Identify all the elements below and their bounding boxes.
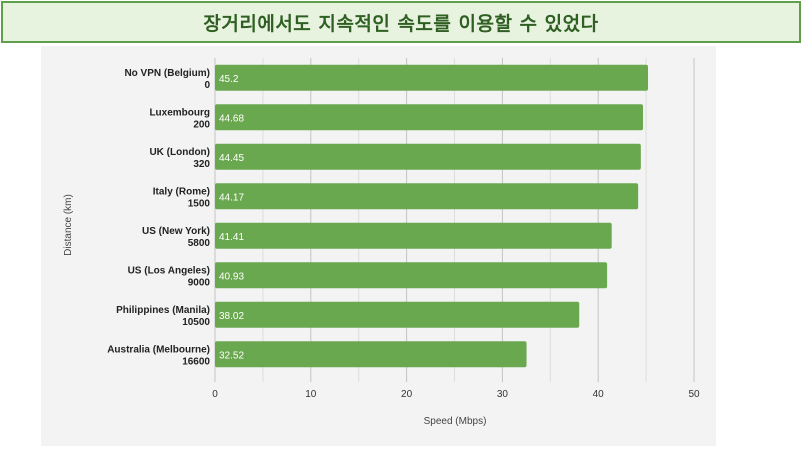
data-label: 41.41	[219, 232, 244, 243]
data-label: 44.17	[219, 192, 244, 203]
x-tick-label: 50	[688, 389, 700, 400]
category-label: Philippines (Manila)	[116, 305, 210, 316]
category-label: US (New York)	[142, 226, 210, 237]
data-label: 32.52	[219, 350, 244, 361]
banner-title: 장거리에서도 지속적인 속도를 이용할 수 있었다	[203, 12, 599, 35]
data-label: 38.02	[219, 311, 244, 322]
x-tick-label: 20	[401, 389, 413, 400]
bar	[215, 64, 649, 91]
category-distance: 320	[193, 159, 210, 170]
category-label: No VPN (Belgium)	[124, 68, 210, 79]
data-label: 45.2	[219, 74, 239, 85]
bar	[215, 222, 612, 249]
data-label: 40.93	[219, 271, 244, 282]
category-label: US (Los Angeles)	[128, 265, 210, 276]
x-tick-label: 0	[212, 389, 218, 400]
category-label: Italy (Rome)	[153, 186, 210, 197]
title-banner: 장거리에서도 지속적인 속도를 이용할 수 있었다	[1, 1, 801, 43]
category-label: UK (London)	[149, 147, 210, 158]
category-distance: 200	[193, 119, 210, 130]
x-tick-label: 10	[305, 389, 317, 400]
x-tick-label: 40	[593, 389, 605, 400]
category-distance: 16600	[182, 356, 210, 367]
category-distance: 0	[204, 80, 210, 91]
bar	[215, 104, 644, 131]
x-tick-label: 30	[497, 389, 509, 400]
bar	[215, 341, 527, 368]
y-axis-title: Distance (km)	[63, 194, 74, 256]
category-distance: 10500	[182, 317, 210, 328]
x-axis-title: Speed (Mbps)	[424, 416, 487, 427]
bars	[215, 64, 649, 368]
bar	[215, 301, 580, 328]
category-label: Australia (Melbourne)	[107, 344, 210, 355]
category-label: Luxembourg	[149, 107, 210, 118]
data-label: 44.45	[219, 153, 244, 164]
bar	[215, 262, 608, 289]
category-distance: 9000	[188, 277, 211, 288]
category-distance: 5800	[188, 238, 211, 249]
category-distance: 1500	[188, 198, 211, 209]
data-label: 44.68	[219, 113, 244, 124]
bar	[215, 183, 639, 210]
bar	[215, 143, 641, 170]
